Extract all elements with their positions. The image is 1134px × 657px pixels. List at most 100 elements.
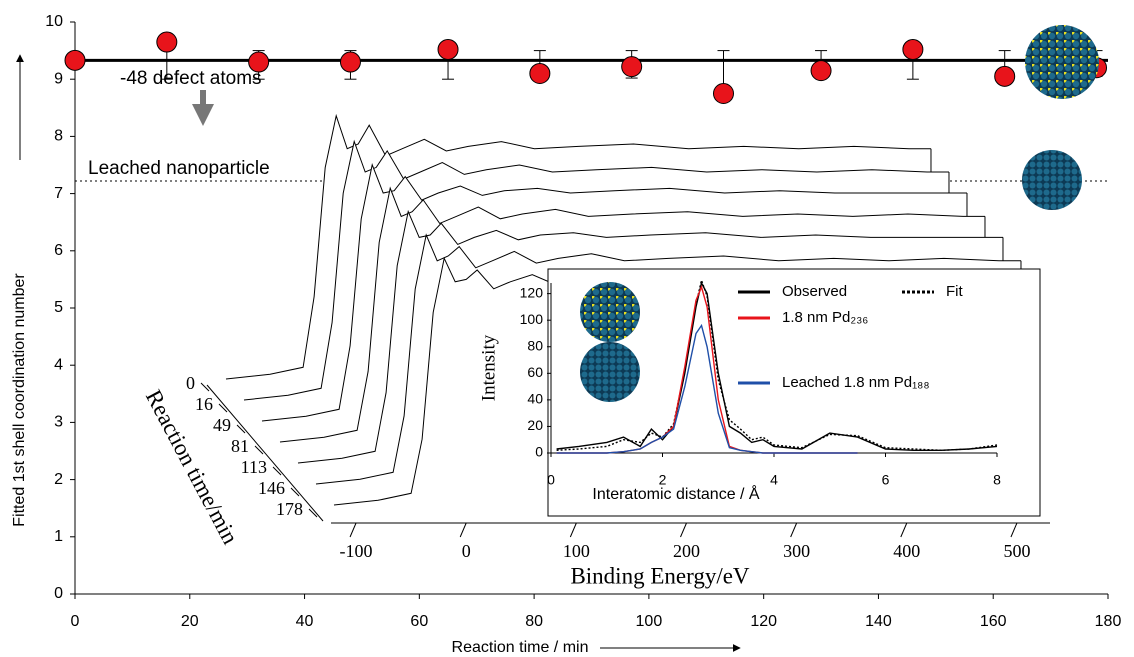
inset-chart: 0 20 40 60 80 100 120 0 2 4 6 8 Interatomic distance… [478, 268, 1041, 517]
x-tick-label: 100 [636, 613, 663, 630]
x-tick-label: 100 [563, 541, 590, 561]
x-tick [349, 522, 357, 538]
spectrum [279, 186, 985, 443]
y-tick-label: 0 [535, 444, 543, 460]
point [529, 62, 551, 84]
y-tick-label: 120 [520, 284, 544, 300]
z-tick-label: 49 [213, 415, 231, 435]
y-tick-label: 2 [54, 471, 63, 488]
x-tick-label: 0 [547, 472, 555, 488]
point [902, 38, 924, 60]
x-tick-label: 60 [410, 613, 428, 630]
x-tick-label: 180 [1095, 613, 1122, 630]
y-tick-label: 7 [54, 185, 63, 202]
z-tick [218, 403, 228, 413]
x-tick-label: 6 [882, 472, 890, 488]
point [339, 51, 361, 73]
nanoparticle-image [1025, 25, 1099, 99]
x-tick-label: 400 [893, 541, 920, 561]
annotation-bg [110, 66, 300, 90]
x-tick [459, 522, 467, 538]
point [64, 49, 86, 71]
x-tick-label: 40 [296, 613, 314, 630]
nanoparticle-image [580, 282, 640, 342]
reference-label: Leached nanoparticle [88, 158, 270, 179]
y-tick-label: 20 [527, 417, 543, 433]
x-tick-label: 120 [750, 613, 777, 630]
z-tick [254, 445, 264, 455]
x-tick [900, 522, 908, 538]
point [994, 65, 1016, 87]
nanoparticle-image [1022, 150, 1082, 210]
reference-label-bg [84, 159, 342, 180]
z-axis [206, 384, 324, 522]
z-tick-label: 16 [195, 394, 213, 414]
legend-label: Fit [946, 283, 963, 300]
z-tick [272, 466, 282, 476]
y-tick-label: 5 [54, 299, 63, 316]
point [248, 51, 270, 73]
y-tick-label: 8 [54, 128, 63, 145]
annotation-arrow-head [192, 104, 214, 126]
point [156, 31, 178, 53]
nanoparticle-image [580, 342, 640, 402]
z-tick [290, 487, 300, 497]
x-tick [790, 522, 798, 538]
x-tick-label: -100 [340, 541, 373, 561]
point [712, 83, 734, 104]
y-tick-label: 0 [54, 585, 63, 602]
x-tick [1010, 522, 1018, 538]
spectrum [315, 233, 1021, 485]
z-tick-label: 178 [276, 499, 303, 519]
spectrum [225, 113, 931, 380]
point [437, 38, 459, 60]
line-series [556, 323, 858, 454]
z-tick-label: 0 [186, 373, 195, 393]
legend-label: Leached 1.8 nm Pd₁₈₈ [782, 374, 930, 391]
x-axis-title: Reaction time / min [452, 639, 589, 656]
y-tick-label: 9 [54, 70, 63, 87]
x-tick-label: 80 [525, 613, 543, 630]
x-tick-label: 2 [659, 472, 667, 488]
spectrum [261, 163, 967, 422]
legend-label: Observed [782, 283, 847, 300]
y-tick-label: 1 [54, 528, 63, 545]
z-tick [308, 508, 318, 518]
x-tick-label: 0 [462, 541, 471, 561]
annotation: -48 defect atoms [120, 68, 262, 89]
x-tick-label: 300 [783, 541, 810, 561]
x-tick-label: 4 [770, 472, 778, 488]
y-axis-title: Intensity [478, 334, 499, 401]
point [621, 56, 643, 78]
z-tick [236, 424, 246, 434]
x-tick-label: 500 [1003, 541, 1030, 561]
y-tick-label: 40 [527, 391, 543, 407]
x-tick-label: 160 [980, 613, 1007, 630]
point [810, 60, 832, 82]
z-tick-label: 146 [258, 478, 285, 498]
y-tick-label: 4 [54, 356, 63, 373]
spectrum [243, 139, 949, 401]
x-tick [680, 522, 687, 538]
z-tick-label: 113 [241, 457, 267, 477]
z-tick [200, 382, 210, 392]
x-tick-label: 8 [993, 472, 1001, 488]
spectrum [297, 209, 1003, 464]
x-axis-title: Binding Energy/eV [570, 563, 749, 588]
x-tick [569, 522, 577, 538]
y-tick-label: 100 [520, 311, 544, 327]
x-axis-title: Interatomic distance / Å [592, 484, 760, 503]
legend-label: 1.8 nm Pd₂₃₆ [782, 309, 868, 326]
z-tick-label: 81 [231, 436, 249, 456]
x-tick-label: 0 [71, 613, 80, 630]
x-tick-label: 20 [181, 613, 199, 630]
y-tick-label: 6 [54, 242, 63, 259]
y-tick-label: 3 [54, 414, 63, 431]
y-axis-title: Fitted 1st shell coordination number [11, 273, 28, 527]
line-series [556, 277, 998, 452]
x-tick-label: 140 [865, 613, 892, 630]
y-tick-label: 80 [527, 337, 543, 353]
x-tick-label: 200 [673, 541, 700, 561]
